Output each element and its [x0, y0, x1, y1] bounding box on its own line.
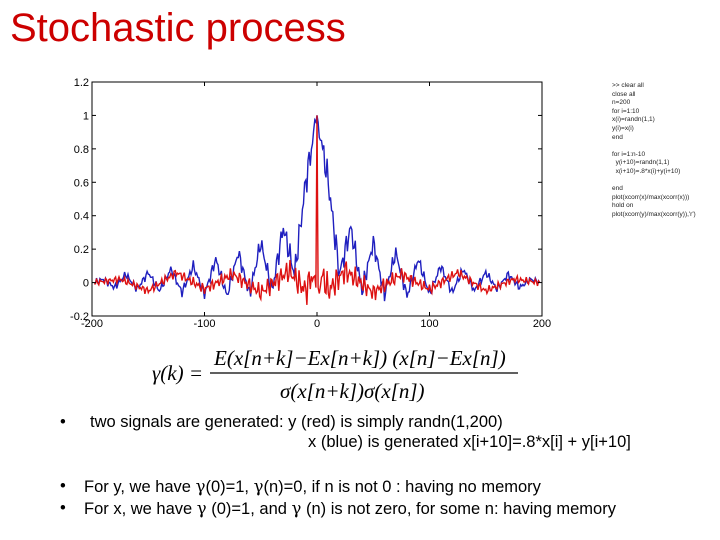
code-line: end	[612, 133, 623, 141]
code-line	[612, 177, 718, 186]
bullet-text: (n)=0, if n is not 0 : having no memory	[263, 478, 541, 496]
bullet-dot: •	[60, 499, 66, 517]
y-tick-label: 0	[83, 278, 89, 290]
gamma-symbol: γ	[291, 499, 302, 518]
code-line: x(i+10)=.8*x(i)+y(i+10)	[612, 167, 681, 175]
bullets-signals: • two signals are generated: y (red) is …	[60, 412, 631, 452]
x-tick-label: -200	[81, 318, 103, 330]
gamma-symbol: γ	[196, 499, 207, 518]
bullet-text: two signals are generated: y (red) is si…	[90, 413, 503, 431]
bullet-text: x (blue) is generated x[i+10]=.8*x[i] + …	[308, 433, 631, 451]
bullet-signal-x: x (blue) is generated x[i+10]=.8*x[i] + …	[60, 432, 631, 452]
bullet-memory-y: • For y, we have γ(0)=1, γ(n)=0, if n is…	[60, 476, 616, 498]
code-line: end	[612, 185, 623, 193]
bullet-memory-x: • For x, we have γ (0)=1, and γ (n) is n…	[60, 498, 616, 520]
code-line: >> clear all	[612, 82, 644, 89]
code-line: n=200	[612, 99, 631, 107]
y-tick-label: 1.2	[74, 77, 89, 89]
y-tick-label: 0.8	[74, 144, 89, 156]
slide-title: Stochastic process	[10, 6, 346, 50]
code-line: hold on	[612, 202, 634, 210]
bullet-text: For x, we have	[84, 500, 197, 518]
bullet-text: For y, we have	[84, 478, 196, 496]
x-tick-label: 200	[533, 318, 551, 330]
bullets-memory: • For y, we have γ(0)=1, γ(n)=0, if n is…	[60, 476, 616, 520]
x-tick-label: 100	[420, 318, 438, 330]
formula-denominator: σ(x[n+k])σ(x[n])	[280, 379, 425, 403]
code-line: y(i)=x(i)	[612, 124, 634, 132]
code-line: plot(xcorr(y)/max(xcorr(y)),'r')	[612, 210, 696, 218]
bullet-text: (0)=1,	[205, 478, 254, 496]
code-line: for i=1:10	[612, 107, 640, 115]
formula-lhs: γ(k) =	[152, 361, 203, 385]
y-tick-label: 0.2	[74, 244, 89, 256]
code-line: for i=1:n-10	[612, 150, 646, 158]
y-tick-label: 0.4	[74, 211, 89, 223]
gamma-symbol: γ	[253, 477, 264, 496]
formula-numerator: E(x[n+k]−Ex[n+k]) (x[n]−Ex[n])	[213, 346, 506, 370]
y-tick-label: 1	[83, 110, 89, 122]
bullet-dot: •	[60, 413, 66, 431]
matlab-code: >> clear all close all n=200 for i=1:10 x(i)…	[612, 82, 718, 220]
code-line: x(i)=randn(1,1)	[612, 116, 655, 124]
bullet-text: (0)=1, and	[206, 500, 292, 518]
code-line: y(i+10)=randn(1,1)	[612, 159, 670, 167]
x-tick-label: -100	[193, 318, 215, 330]
bullet-text: (n) is not zero, for some n: having memo…	[301, 500, 616, 518]
xcorr-chart: -200 -100 0 100 200 -0.2 0 0.2 0.4 0.6 0.8 1 1.2	[70, 77, 551, 330]
code-line	[612, 142, 718, 151]
code-line: plot(xcorr(x)/max(xcorr(x)))	[612, 193, 690, 201]
series-line-y	[94, 115, 541, 305]
y-tick-label: -0.2	[70, 311, 89, 323]
autocorrelation-formula: γ(k) = E(x[n+k]−Ex[n+k]) (x[n]−Ex[n]) σ(…	[152, 346, 518, 403]
y-tick-label: 0.6	[74, 177, 89, 189]
gamma-symbol: γ	[195, 477, 206, 496]
bullet-signal-y: • two signals are generated: y (red) is …	[60, 412, 631, 432]
x-tick-label: 0	[314, 318, 320, 330]
code-line: close all	[612, 90, 636, 98]
bullet-dot: •	[60, 477, 66, 495]
